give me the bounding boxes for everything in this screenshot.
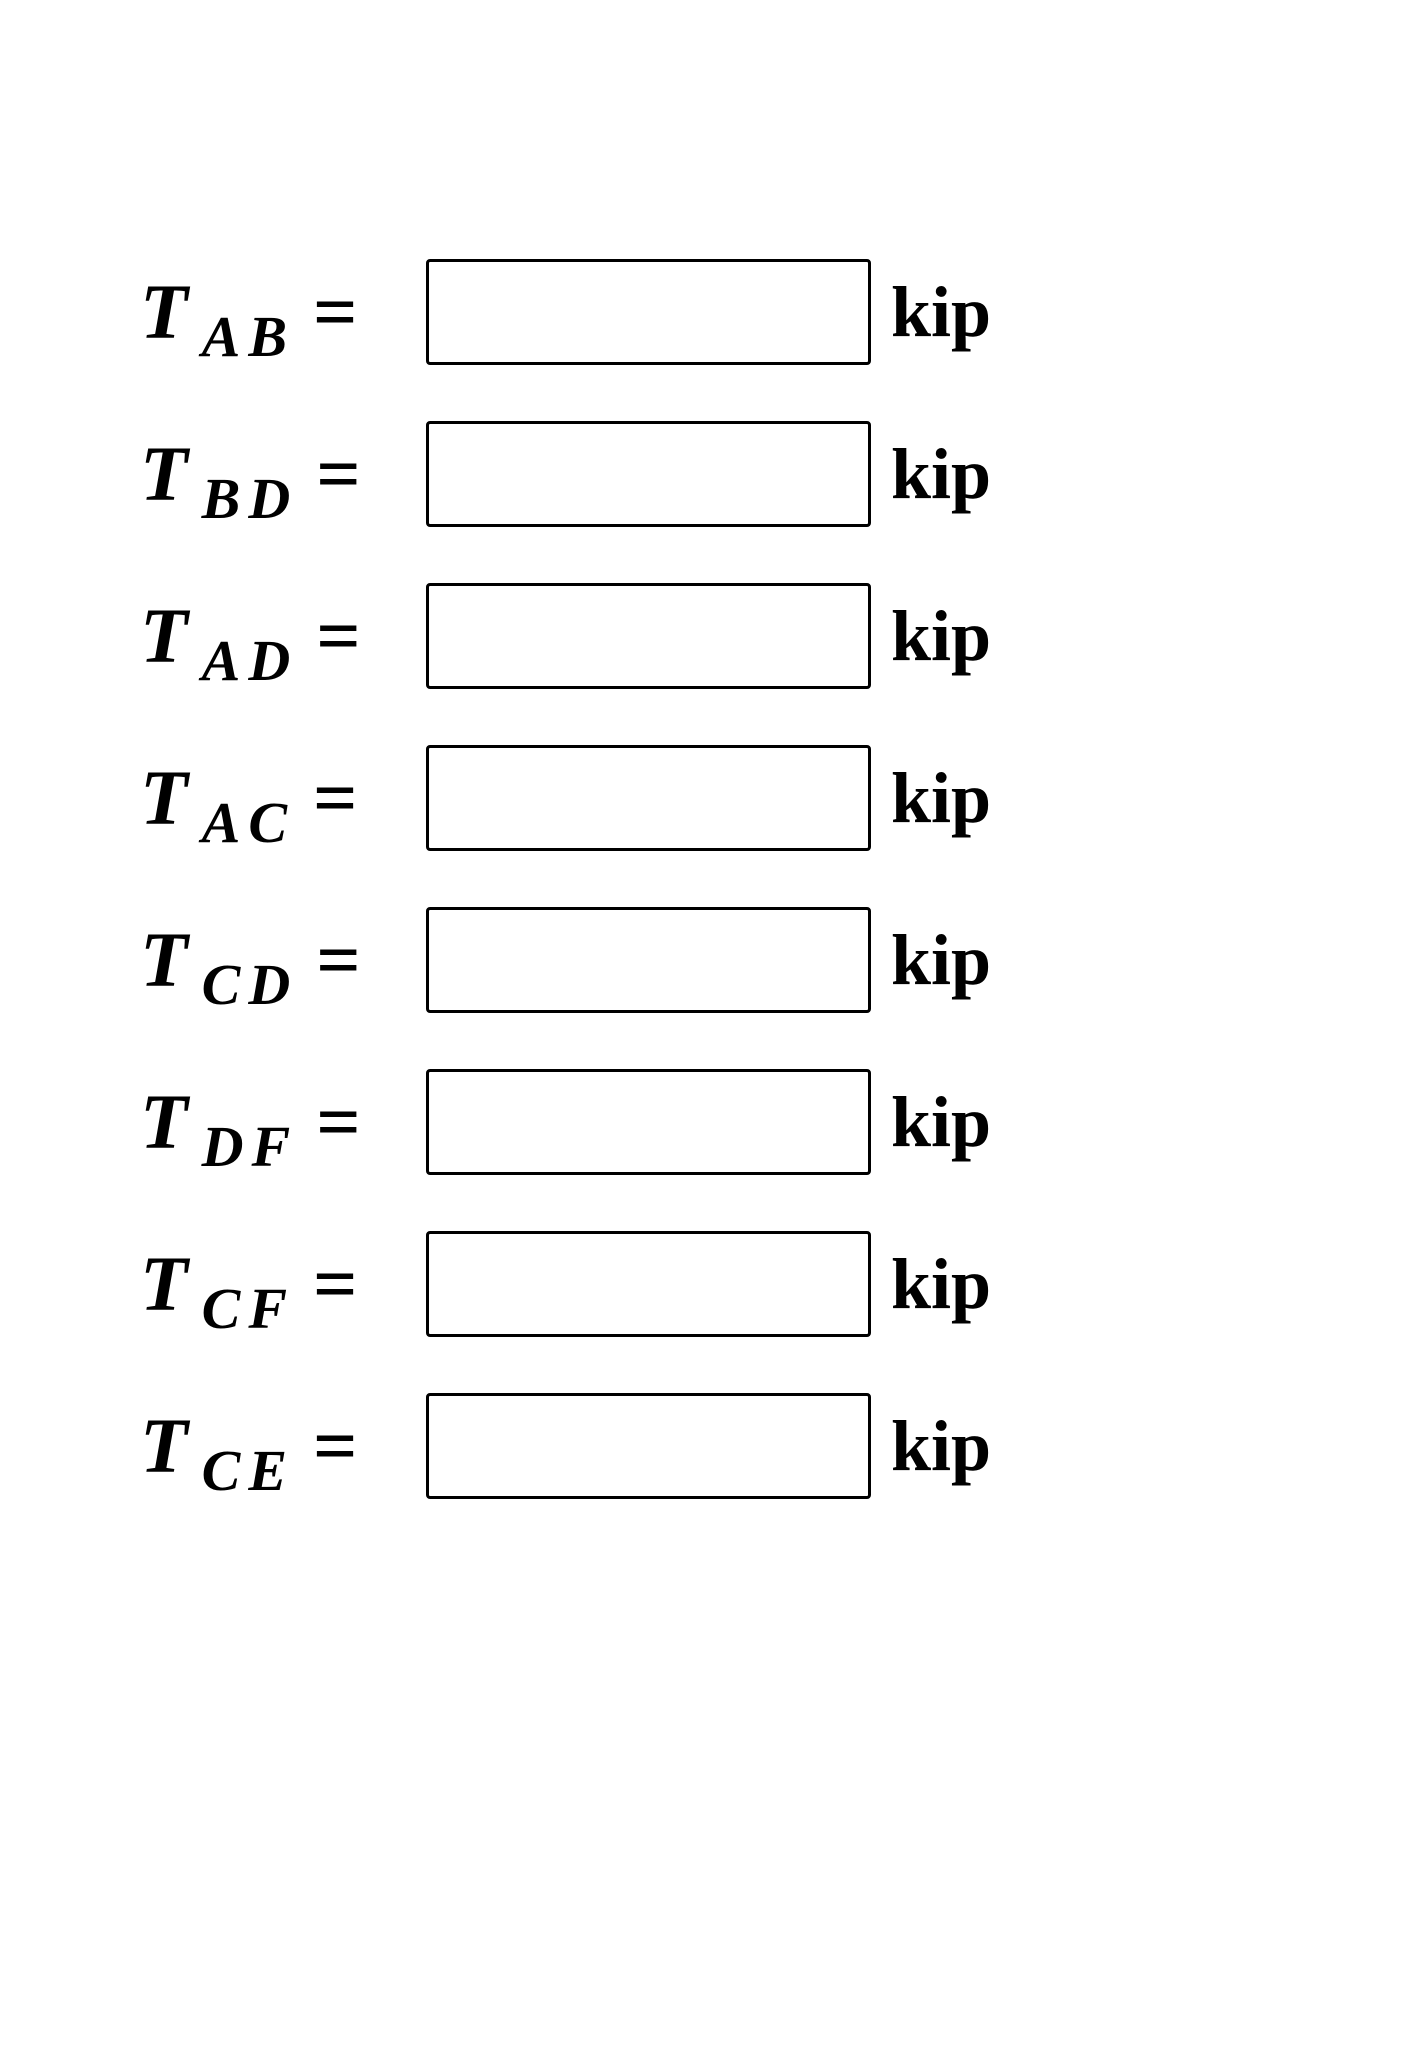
- label-tce: T CE =: [140, 1401, 420, 1491]
- var-main: T: [140, 597, 188, 675]
- equals-sign: =: [316, 1077, 360, 1167]
- unit-kip: kip: [891, 595, 991, 678]
- equals-sign: =: [313, 753, 357, 843]
- var-sub: CD: [202, 956, 299, 1014]
- input-tcf[interactable]: [426, 1231, 871, 1337]
- row-tab: T AB = kip: [140, 250, 1284, 374]
- input-tdf[interactable]: [426, 1069, 871, 1175]
- label-tad: T AD =: [140, 591, 420, 681]
- input-tbd[interactable]: [426, 421, 871, 527]
- var-sub: DF: [202, 1118, 299, 1176]
- unit-kip: kip: [891, 1405, 991, 1488]
- unit-kip: kip: [891, 1243, 991, 1326]
- var-main: T: [140, 1083, 188, 1161]
- label-tcf: T CF =: [140, 1239, 420, 1329]
- var-main: T: [140, 435, 188, 513]
- input-tad[interactable]: [426, 583, 871, 689]
- equals-sign: =: [313, 1401, 357, 1491]
- var-sub: AD: [202, 632, 299, 690]
- unit-kip: kip: [891, 919, 991, 1002]
- var-main: T: [140, 1407, 188, 1485]
- row-tce: T CE = kip: [140, 1384, 1284, 1508]
- input-tce[interactable]: [426, 1393, 871, 1499]
- unit-kip: kip: [891, 271, 991, 354]
- row-tad: T AD = kip: [140, 574, 1284, 698]
- input-tab[interactable]: [426, 259, 871, 365]
- var-sub: BD: [202, 470, 299, 528]
- label-tcd: T CD =: [140, 915, 420, 1005]
- unit-kip: kip: [891, 757, 991, 840]
- var-sub: AC: [202, 794, 295, 852]
- var-main: T: [140, 273, 188, 351]
- label-tac: T AC =: [140, 753, 420, 843]
- input-tac[interactable]: [426, 745, 871, 851]
- label-tbd: T BD =: [140, 429, 420, 519]
- var-sub: CF: [202, 1280, 295, 1338]
- var-main: T: [140, 921, 188, 999]
- tension-form: T AB = kip T BD = kip T AD = kip T AC = …: [140, 250, 1284, 1508]
- var-main: T: [140, 1245, 188, 1323]
- row-tac: T AC = kip: [140, 736, 1284, 860]
- equals-sign: =: [316, 591, 360, 681]
- row-tbd: T BD = kip: [140, 412, 1284, 536]
- equals-sign: =: [316, 915, 360, 1005]
- unit-kip: kip: [891, 1081, 991, 1164]
- equals-sign: =: [313, 1239, 357, 1329]
- input-tcd[interactable]: [426, 907, 871, 1013]
- row-tcf: T CF = kip: [140, 1222, 1284, 1346]
- row-tdf: T DF = kip: [140, 1060, 1284, 1184]
- var-main: T: [140, 759, 188, 837]
- var-sub: CE: [202, 1442, 295, 1500]
- row-tcd: T CD = kip: [140, 898, 1284, 1022]
- label-tab: T AB =: [140, 267, 420, 357]
- equals-sign: =: [313, 267, 357, 357]
- var-sub: AB: [202, 308, 295, 366]
- equals-sign: =: [316, 429, 360, 519]
- label-tdf: T DF =: [140, 1077, 420, 1167]
- unit-kip: kip: [891, 433, 991, 516]
